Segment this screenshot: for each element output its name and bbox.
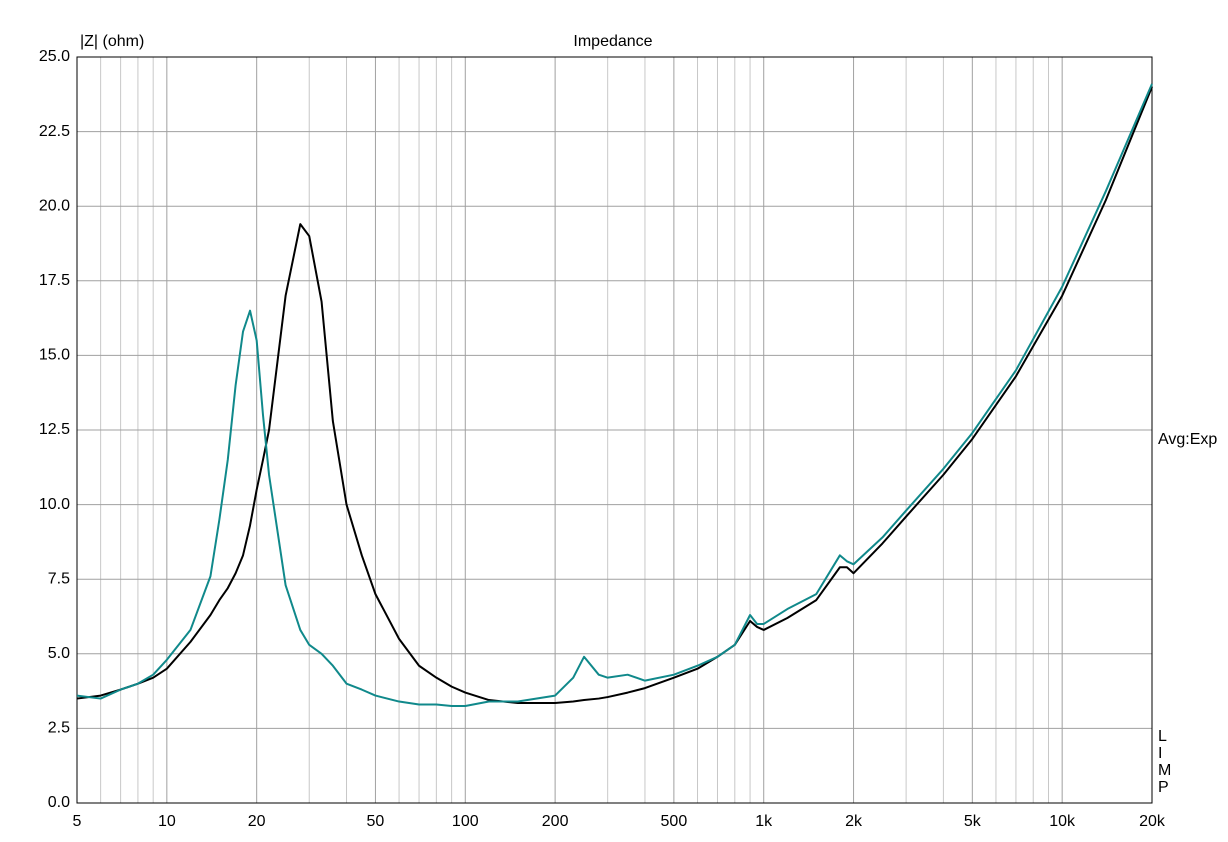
x-tick-label: 500: [661, 813, 688, 830]
y-tick-label: 10.0: [39, 496, 70, 513]
y-tick-label: 22.5: [39, 123, 70, 140]
x-tick-label: 5k: [964, 813, 982, 830]
x-tick-label: 10k: [1049, 813, 1076, 830]
x-tick-label: 50: [367, 813, 385, 830]
side-label: M: [1158, 762, 1171, 779]
plot-frame: [76, 56, 1153, 804]
y-tick-label: 15.0: [39, 347, 70, 364]
x-tick-label: 200: [542, 813, 569, 830]
annotation: Avg:Exp: [1158, 431, 1217, 448]
x-tick-label: 20k: [1139, 813, 1166, 830]
x-tick-label: 20: [248, 813, 266, 830]
y-tick-label: 25.0: [39, 48, 70, 65]
x-tick-label: 100: [452, 813, 479, 830]
y-tick-label: 2.5: [48, 720, 70, 737]
x-tick-label: 1k: [755, 813, 773, 830]
series-line: [76, 83, 1153, 708]
x-tick-label: 10: [158, 813, 176, 830]
x-tick-label: 5: [73, 813, 82, 830]
y-tick-label: 12.5: [39, 421, 70, 438]
y-axis-label: |Z| (ohm): [80, 33, 144, 50]
side-label: I: [1158, 745, 1162, 762]
y-tick-label: 20.0: [39, 197, 70, 214]
y-tick-label: 7.5: [48, 570, 70, 587]
side-label: P: [1158, 779, 1169, 796]
x-tick-label: 2k: [845, 813, 863, 830]
y-tick-label: 0.0: [48, 794, 70, 811]
side-label: L: [1158, 728, 1167, 745]
chart-title: Impedance: [573, 33, 652, 50]
y-tick-label: 17.5: [39, 272, 70, 289]
series-line: [76, 86, 1153, 705]
y-tick-label: 5.0: [48, 645, 70, 662]
